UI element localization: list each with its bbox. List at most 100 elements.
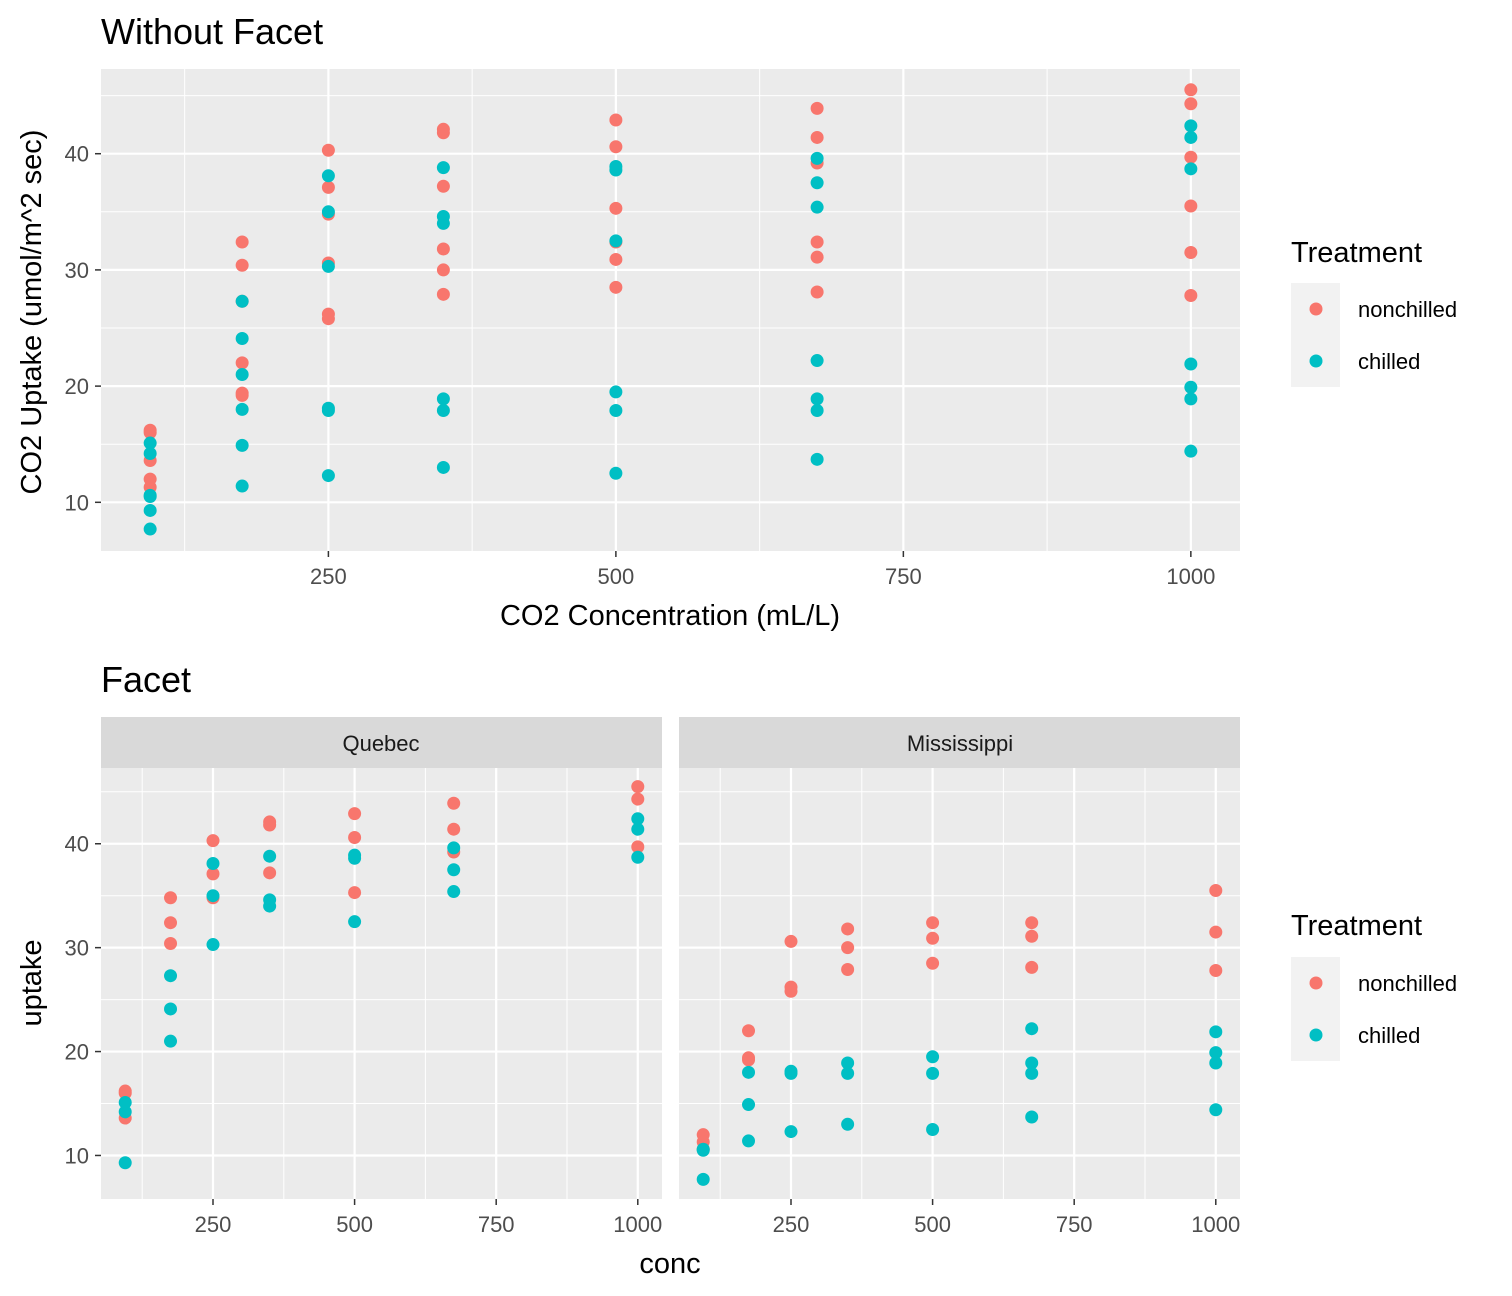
data-point-nonchilled-top [810,235,824,249]
data-point-chilled-mississippi [784,1066,798,1080]
data-point-chilled-top [436,460,450,474]
data-point-chilled-mississippi [841,1066,855,1080]
data-point-nonchilled-mississippi [742,1051,756,1065]
data-point-nonchilled-mississippi [1025,960,1039,974]
data-point-nonchilled-mississippi [841,922,855,936]
data-point-nonchilled-top [609,140,623,154]
x-tick-label-mississippi: 250 [773,1212,810,1237]
data-point-nonchilled-quebec [164,936,178,950]
x-tick-label-quebec: 750 [478,1212,515,1237]
data-point-nonchilled-mississippi [926,916,940,930]
data-point-chilled-quebec [206,938,220,952]
data-point-nonchilled-quebec [348,807,362,821]
plot-layers: 250 500 750 1000 10 20 30 40 250 500 750 1000 10 20 30… [65,69,1240,1237]
data-point-nonchilled-mississippi [926,956,940,970]
data-point-chilled-top [810,200,824,214]
data-point-nonchilled-top [235,235,249,249]
data-point-chilled-mississippi [696,1172,710,1186]
data-point-chilled-top [1184,357,1198,371]
data-point-chilled-top [143,447,157,461]
legend-label-chilled-bottom: chilled [1358,1023,1420,1048]
data-point-chilled-top [1184,119,1198,133]
data-point-chilled-top [235,294,249,308]
data-point-chilled-mississippi [742,1065,756,1079]
data-point-nonchilled-top [609,201,623,215]
data-point-chilled-top [609,159,623,173]
data-point-chilled-mississippi [926,1066,940,1080]
data-point-chilled-quebec [631,822,645,836]
data-point-chilled-top [321,469,335,483]
data-point-chilled-top [143,490,157,504]
data-point-chilled-top [609,466,623,480]
data-point-chilled-quebec [447,863,461,877]
data-point-chilled-quebec [206,889,220,903]
legend-key-nonchilled-bottom [1309,976,1323,990]
data-point-nonchilled-top [235,386,249,400]
data-point-nonchilled-top [609,252,623,266]
data-point-chilled-mississippi [1209,1046,1223,1060]
y-axis-title-bottom: uptake [16,939,48,1026]
data-point-nonchilled-top [1184,245,1198,259]
y-axis-title-top: CO2 Uptake (umol/m^2 sec) [16,130,48,495]
data-point-nonchilled-top [810,101,824,115]
legend-key-nonchilled-top [1309,302,1323,316]
data-point-chilled-top [436,216,450,230]
data-point-chilled-top [609,404,623,418]
legend-label-nonchilled-top: nonchilled [1358,297,1457,322]
y-tick-label-quebec: 10 [65,1143,89,1168]
data-point-nonchilled-quebec [348,886,362,900]
data-point-chilled-quebec [631,850,645,864]
data-point-nonchilled-quebec [447,796,461,810]
data-point-chilled-top [609,234,623,248]
y-tick-label-top: 40 [65,142,89,167]
x-tick-label-mississippi: 750 [1056,1212,1093,1237]
data-point-chilled-quebec [164,969,178,983]
data-point-chilled-quebec [631,812,645,826]
data-point-chilled-top [436,404,450,418]
data-point-chilled-top [143,436,157,450]
data-point-chilled-top [321,205,335,219]
data-point-nonchilled-quebec [263,866,277,880]
data-point-chilled-top [810,452,824,466]
x-tick-label-quebec: 1000 [613,1212,662,1237]
data-point-nonchilled-top [235,258,249,272]
data-point-chilled-top [1184,444,1198,458]
legend-key-chilled-top [1309,354,1323,368]
data-point-chilled-quebec [118,1105,132,1119]
legend-title-bottom: Treatment [1291,910,1422,942]
data-point-nonchilled-mississippi [784,934,798,948]
x-tick-label-top: 750 [885,564,922,589]
data-point-chilled-quebec [447,885,461,899]
data-point-chilled-top [321,259,335,273]
data-point-chilled-top [436,161,450,175]
data-point-nonchilled-quebec [164,891,178,905]
data-point-chilled-quebec [164,1034,178,1048]
data-point-nonchilled-mississippi [784,984,798,998]
data-point-chilled-top [810,404,824,418]
data-point-nonchilled-quebec [447,822,461,836]
data-point-nonchilled-mississippi [1025,916,1039,930]
data-point-nonchilled-top [810,130,824,144]
data-point-chilled-quebec [206,856,220,870]
data-point-chilled-mississippi [1025,1056,1039,1070]
data-point-chilled-mississippi [1025,1066,1039,1080]
x-tick-label-top: 500 [598,564,635,589]
data-point-nonchilled-quebec [631,792,645,806]
legend-title-top: Treatment [1291,237,1422,269]
data-point-nonchilled-mississippi [926,931,940,945]
data-point-nonchilled-quebec [206,867,220,881]
data-point-chilled-mississippi [926,1122,940,1136]
data-point-nonchilled-top [436,287,450,301]
data-point-chilled-quebec [118,1095,132,1109]
data-point-nonchilled-quebec [164,916,178,930]
data-point-nonchilled-top [810,250,824,264]
data-point-chilled-quebec [348,915,362,929]
data-point-nonchilled-top [321,307,335,321]
x-tick-label-mississippi: 1000 [1191,1212,1240,1237]
data-point-nonchilled-top [436,263,450,277]
data-point-nonchilled-quebec [631,780,645,794]
data-point-nonchilled-top [1184,288,1198,302]
data-point-chilled-mississippi [784,1125,798,1139]
data-point-chilled-top [810,354,824,368]
data-point-nonchilled-top [1184,97,1198,111]
